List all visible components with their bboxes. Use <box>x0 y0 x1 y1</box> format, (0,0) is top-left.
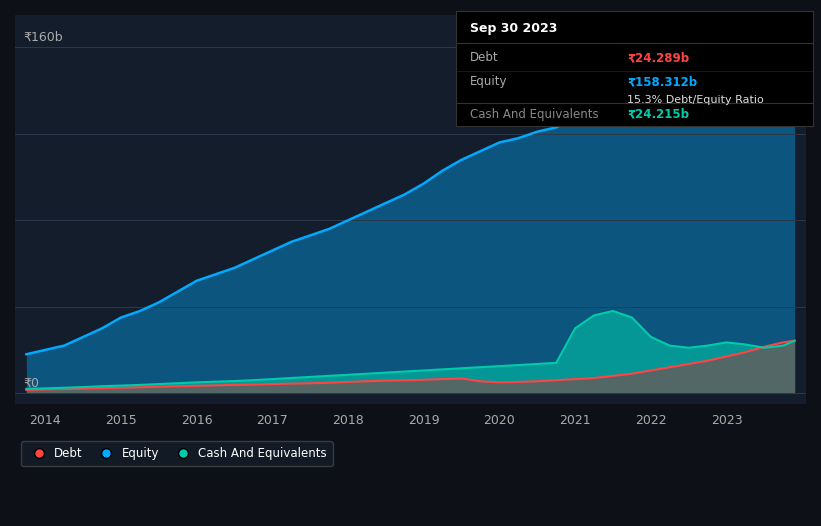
Text: ₹24.289b: ₹24.289b <box>627 51 689 64</box>
Text: Sep 30 2023: Sep 30 2023 <box>470 22 557 35</box>
Legend: Debt, Equity, Cash And Equivalents: Debt, Equity, Cash And Equivalents <box>21 441 333 466</box>
Text: ₹24.215b: ₹24.215b <box>627 108 689 121</box>
Text: 15.3% Debt/Equity Ratio: 15.3% Debt/Equity Ratio <box>627 95 764 105</box>
Text: ₹0: ₹0 <box>23 377 39 390</box>
Text: ₹160b: ₹160b <box>23 31 62 44</box>
Text: Equity: Equity <box>470 75 507 88</box>
Text: Cash And Equivalents: Cash And Equivalents <box>470 108 599 121</box>
Text: Debt: Debt <box>470 51 498 64</box>
Text: ₹158.312b: ₹158.312b <box>627 75 697 88</box>
